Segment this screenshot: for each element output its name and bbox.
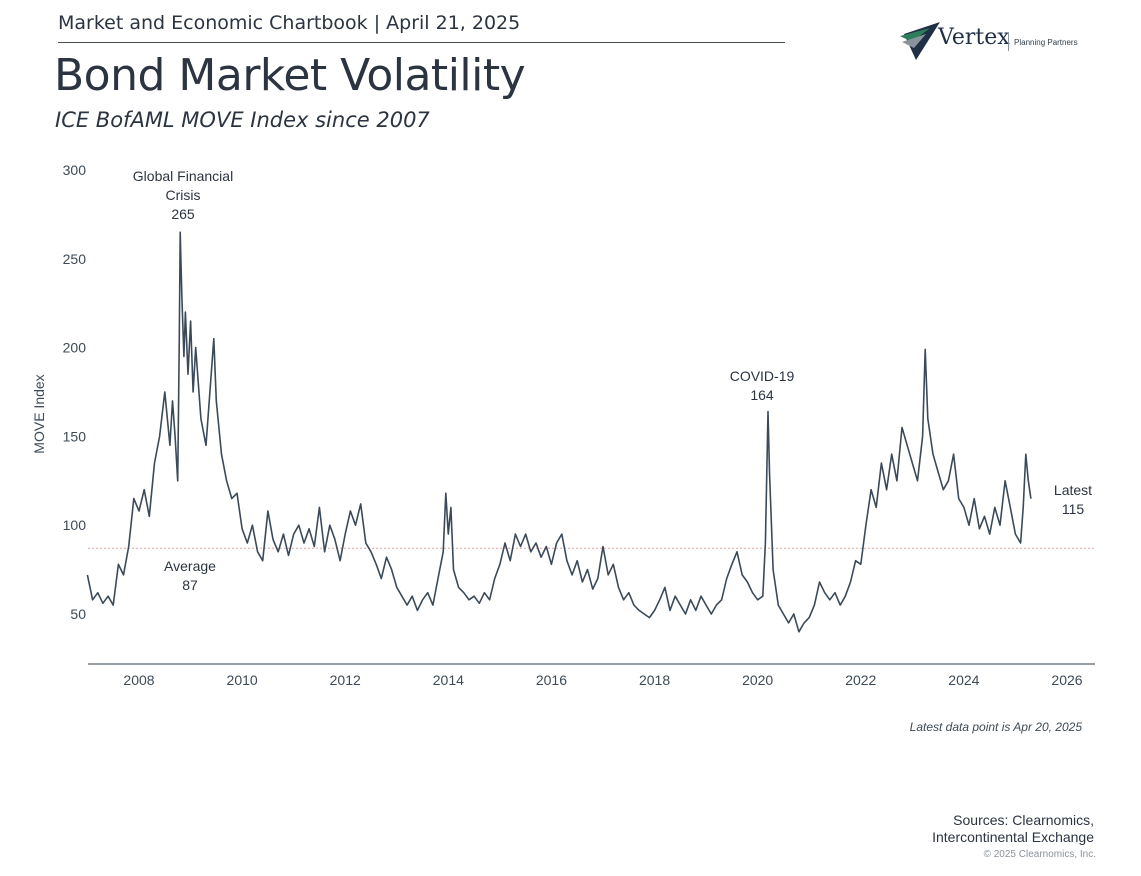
- x-tick-label: 2012: [330, 672, 361, 688]
- y-axis-label: MOVE Index: [31, 374, 47, 453]
- x-tick-label: 2026: [1051, 672, 1082, 688]
- x-tick-label: 2020: [742, 672, 773, 688]
- chart-annotations: Global Financial Crisis 265 COVID-19 164 Aver…: [133, 168, 1092, 593]
- y-axis-ticks: 50 100 150 200 250 300: [63, 162, 87, 622]
- x-tick-label: 2024: [948, 672, 979, 688]
- annotation-label: Average: [164, 558, 216, 574]
- y-tick-label: 150: [63, 428, 87, 444]
- copyright-text: © 2025 Clearnomics, Inc.: [983, 849, 1096, 860]
- annotation-label: 164: [750, 387, 774, 403]
- annotation-label: Crisis: [166, 187, 201, 203]
- y-tick-label: 300: [63, 162, 87, 178]
- y-tick-label: 50: [70, 606, 86, 622]
- logo-tagline: Planning Partners: [1014, 38, 1078, 47]
- sources-line-1: Sources: Clearnomics,: [953, 812, 1094, 828]
- annotation-label: 265: [171, 206, 195, 222]
- page-subtitle: ICE BofAML MOVE Index since 2007: [55, 108, 430, 132]
- annotation-label: 87: [182, 577, 198, 593]
- y-tick-label: 100: [63, 517, 87, 533]
- x-tick-label: 2010: [227, 672, 258, 688]
- header-rule: [58, 42, 785, 43]
- x-tick-label: 2008: [123, 672, 154, 688]
- sources-text: Sources: Clearnomics, Intercontinental E…: [932, 812, 1094, 846]
- sources-line-2: Intercontinental Exchange: [932, 829, 1094, 845]
- x-tick-label: 2016: [536, 672, 567, 688]
- page-title: Bond Market Volatility: [54, 50, 526, 101]
- annotation-label: 115: [1062, 501, 1085, 517]
- x-axis-ticks: 2008 2010 2012 2014 2016 2018 2020 2022 2024 2026: [123, 672, 1082, 688]
- y-tick-label: 200: [63, 340, 87, 356]
- logo-name: Vertex: [938, 25, 1010, 50]
- x-tick-label: 2014: [433, 672, 464, 688]
- y-tick-label: 250: [63, 251, 87, 267]
- chevron-stripes-logo-icon: [900, 22, 940, 60]
- x-tick-label: 2018: [639, 672, 670, 688]
- move-index-series-line: [86, 231, 1032, 633]
- vertex-logo: Vertex Planning Partners: [900, 18, 1090, 64]
- logo-separator: [1008, 33, 1009, 51]
- chartbook-header: Market and Economic Chartbook | April 21…: [58, 12, 521, 34]
- annotation-label: Latest: [1054, 482, 1092, 498]
- latest-data-note: Latest data point is Apr 20, 2025: [909, 720, 1082, 734]
- annotation-label: Global Financial: [133, 168, 233, 184]
- x-tick-label: 2022: [845, 672, 876, 688]
- annotation-label: COVID-19: [730, 368, 795, 384]
